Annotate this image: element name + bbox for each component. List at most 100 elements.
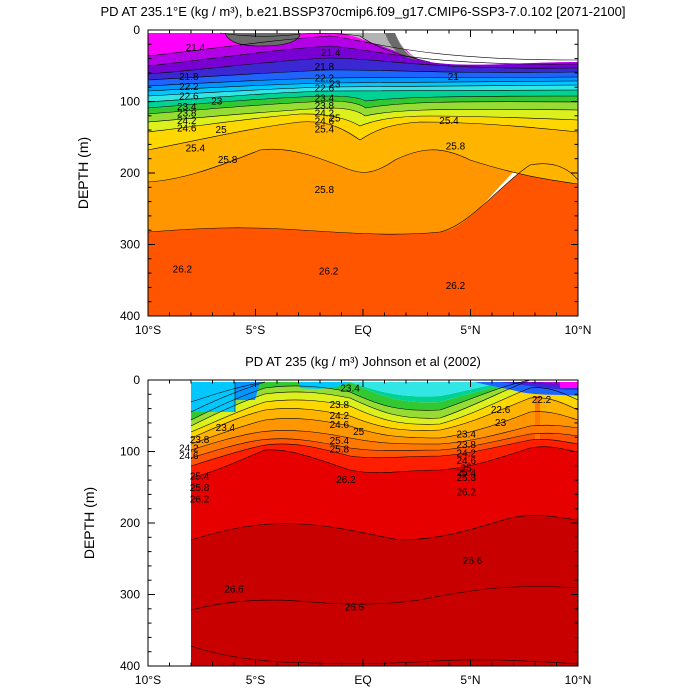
contour-label: 22.2	[179, 82, 199, 93]
contour-label: 21.8	[315, 62, 335, 73]
panel-1-band-24-6	[148, 108, 578, 132]
contour-line	[190, 411, 578, 445]
contour-line	[148, 100, 578, 115]
panel-2-band-25-4	[191, 433, 578, 466]
contour-label: 21.4	[186, 43, 206, 54]
contour-label: 24.2	[177, 116, 197, 127]
contour-label: 23.8	[330, 400, 350, 411]
contour-line	[148, 113, 578, 133]
panel-2-band-25	[191, 425, 578, 458]
contour-label: 22.6	[491, 405, 511, 416]
contour-label: 25.4	[330, 436, 350, 447]
panel-1-band-23	[148, 85, 578, 102]
contour-line	[148, 95, 578, 109]
panel-2-band-23-4	[191, 380, 578, 432]
panel-1-no-data-region	[400, 30, 578, 65]
panel-2-band-26-2	[191, 446, 578, 540]
contour-line	[190, 387, 578, 433]
x-tick-label: 5°N	[460, 323, 480, 337]
contour-label: 24.2	[456, 449, 476, 460]
x-tick-label: 5°N	[460, 673, 480, 687]
panel-1-band-21-4	[148, 58, 578, 80]
contour-line	[219, 32, 431, 63]
contour-label: 26.6	[345, 602, 365, 613]
contour-label: 25.8	[315, 185, 335, 196]
contour-line	[190, 397, 578, 439]
contour-line	[148, 76, 578, 87]
contour-line	[224, 32, 301, 47]
contour-line	[148, 121, 578, 151]
contour-label: 25.8	[446, 142, 466, 153]
panel-2-band-strait	[535, 396, 540, 440]
panel-2-band-23	[191, 380, 578, 426]
contour-label: 21.4	[321, 48, 341, 59]
panel-2-band-21	[235, 382, 260, 400]
contour-line	[148, 163, 578, 235]
panel-1-band-22-2	[148, 77, 578, 91]
contour-line	[190, 380, 531, 421]
contour-line	[190, 515, 578, 541]
contour-line	[148, 69, 578, 81]
contour-line	[190, 380, 531, 427]
contour-label: 25.8	[218, 155, 238, 166]
x-tick-label: 5°S	[246, 323, 265, 337]
panel-2-y-axis: 0 100 200 300 400	[120, 373, 578, 673]
contour-label: 23.8	[190, 435, 210, 446]
contour-label: 25	[461, 464, 473, 475]
contour-label: 24.6	[177, 124, 197, 135]
contour-label: 22.6	[315, 84, 335, 95]
contour-label: 23.4	[177, 102, 197, 113]
panel-2-band-21-8	[191, 382, 520, 402]
contour-label: 24.6	[456, 456, 476, 467]
x-tick-label: 10°S	[135, 323, 161, 337]
panel-1-band-light-gray	[220, 33, 430, 62]
contour-label: 23.4	[315, 94, 335, 105]
contour-label: 26.2	[336, 475, 356, 486]
x-tick-label: 10°N	[565, 323, 592, 337]
panel-2-contour-labels: 23.423.824.224.62525.425.826.223.423.824…	[179, 384, 552, 614]
contour-label: 25	[353, 427, 365, 438]
panel-2-band-22-2	[191, 380, 530, 412]
contour-label: 24.6	[330, 420, 350, 431]
contour-label: 26.2	[173, 265, 193, 276]
contour-label: 25	[216, 125, 228, 136]
panel-1-band-25-4	[148, 121, 578, 184]
contour-label: 23.4	[456, 429, 476, 440]
contour-line	[148, 89, 578, 103]
x-tick-label: 10°S	[135, 673, 161, 687]
panel-2-y-axis-label: DEPTH (m)	[81, 487, 97, 559]
contour-label: 26.6	[463, 556, 483, 567]
panel-2-no-data-left	[148, 380, 191, 666]
contour-label: 25.8	[456, 473, 476, 484]
x-tick-label: EQ	[354, 673, 371, 687]
contour-label: 25.8	[330, 444, 350, 455]
panel-2-band-22-6	[191, 380, 530, 420]
panel-2-contour-lines	[190, 380, 578, 665]
y-tick-label: 400	[120, 309, 140, 323]
y-tick-label: 100	[120, 95, 140, 109]
contour-line	[190, 432, 578, 459]
contour-line	[148, 45, 578, 67]
contour-label: 25.4	[186, 144, 206, 155]
contour-line	[190, 439, 578, 467]
y-tick-label: 0	[133, 373, 140, 387]
panel-1: PD AT 235.1°E (kg / m³), b.e21.BSSP370cm…	[75, 4, 626, 337]
x-tick-label: EQ	[354, 323, 371, 337]
contour-label: 26.2	[446, 281, 466, 292]
panel-1-band-23-8	[148, 96, 578, 114]
contour-label: 22.2	[315, 74, 335, 85]
panel-1-y-axis-label: DEPTH (m)	[75, 137, 91, 209]
x-tick-label: 5°S	[246, 673, 265, 687]
contour-label: 24.6	[179, 451, 199, 462]
contour-line	[148, 148, 578, 185]
contour-label: 23.8	[315, 101, 335, 112]
contour-label: 26.2	[456, 487, 476, 498]
panel-1-band-25-8	[148, 149, 578, 235]
y-tick-label: 400	[120, 659, 140, 673]
contour-line	[148, 35, 578, 61]
contour-label: 26.6	[224, 584, 244, 595]
contour-label: 25.4	[439, 116, 459, 127]
y-tick-label: 300	[120, 588, 140, 602]
contour-label: 21	[448, 72, 460, 83]
